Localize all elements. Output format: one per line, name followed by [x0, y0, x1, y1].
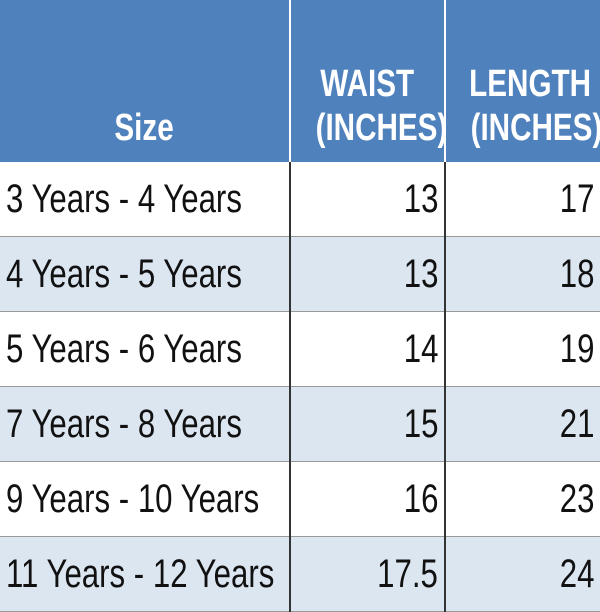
table-row: 3 Years - 4 Years 13 17	[0, 162, 600, 237]
measure-cell: 13	[290, 162, 446, 237]
table-row: 11 Years - 12 Years 17.5 24	[0, 536, 600, 612]
header-cell: LENGTH (INCHES)	[445, 0, 600, 162]
cell-text: 18	[559, 251, 594, 296]
cell-text: 21	[559, 401, 594, 446]
measure-cell: 19	[445, 311, 600, 387]
cell-text: 3 Years - 4 Years	[6, 176, 242, 221]
header-text: LENGTH	[452, 62, 594, 106]
cell-text: 9 Years - 10 Years	[6, 476, 260, 521]
header-text: (INCHES)	[297, 106, 448, 150]
size-cell: 3 Years - 4 Years	[0, 162, 291, 237]
table-body: 3 Years - 4 Years 13 17 4 Years - 5 Years 13…	[0, 162, 600, 612]
table-row: 5 Years - 6 Years 14 19	[0, 311, 600, 387]
measure-cell: 24	[445, 536, 600, 612]
cell-text: 11 Years - 12 Years	[6, 551, 275, 596]
measure-cell: 18	[445, 236, 600, 312]
header-line: (INCHES)	[315, 107, 448, 149]
measure-cell: 17	[445, 162, 600, 237]
cell-text: 4 Years - 5 Years	[6, 251, 242, 296]
measure-cell: 21	[445, 386, 600, 462]
table-row: 9 Years - 10 Years 16 23	[0, 461, 600, 537]
measure-cell: 14	[290, 311, 446, 387]
measure-cell: 23	[445, 461, 600, 537]
header-line: LENGTH	[469, 63, 592, 105]
cell-text: 7 Years - 8 Years	[6, 401, 242, 446]
cell-text: 23	[559, 476, 594, 521]
header-text: WAIST	[297, 62, 438, 106]
cell-text: 14	[403, 326, 438, 371]
table-row: 7 Years - 8 Years 15 21	[0, 386, 600, 462]
header-line: Size	[114, 107, 175, 149]
measure-cell: 13	[290, 236, 446, 312]
measure-cell: 16	[290, 461, 446, 537]
cell-text: 17.5	[377, 551, 438, 596]
cell-text: 24	[559, 551, 594, 596]
cell-text: 13	[403, 176, 438, 221]
header-line: WAIST	[320, 63, 415, 105]
measure-cell: 17.5	[290, 536, 446, 612]
header-cell: Size	[0, 0, 291, 162]
header-line: (INCHES)	[470, 107, 600, 149]
cell-text: 5 Years - 6 Years	[6, 326, 242, 371]
cell-text: 19	[559, 326, 594, 371]
header-text: Size	[6, 106, 283, 150]
size-cell: 7 Years - 8 Years	[0, 386, 291, 462]
size-cell: 4 Years - 5 Years	[0, 236, 291, 312]
size-cell: 5 Years - 6 Years	[0, 311, 291, 387]
cell-text: 15	[403, 401, 438, 446]
measure-cell: 15	[290, 386, 446, 462]
header-cell: WAIST (INCHES)	[290, 0, 448, 162]
cell-text: 13	[403, 251, 438, 296]
size-cell: 11 Years - 12 Years	[0, 536, 291, 612]
table-row: 4 Years - 5 Years 13 18	[0, 236, 600, 312]
cell-text: 17	[559, 176, 594, 221]
header-row: Size WAIST (INCHES) LENGTH (INCHES)	[0, 0, 600, 162]
size-cell: 9 Years - 10 Years	[0, 461, 291, 537]
cell-text: 16	[403, 476, 438, 521]
header-text: (INCHES)	[452, 106, 600, 150]
